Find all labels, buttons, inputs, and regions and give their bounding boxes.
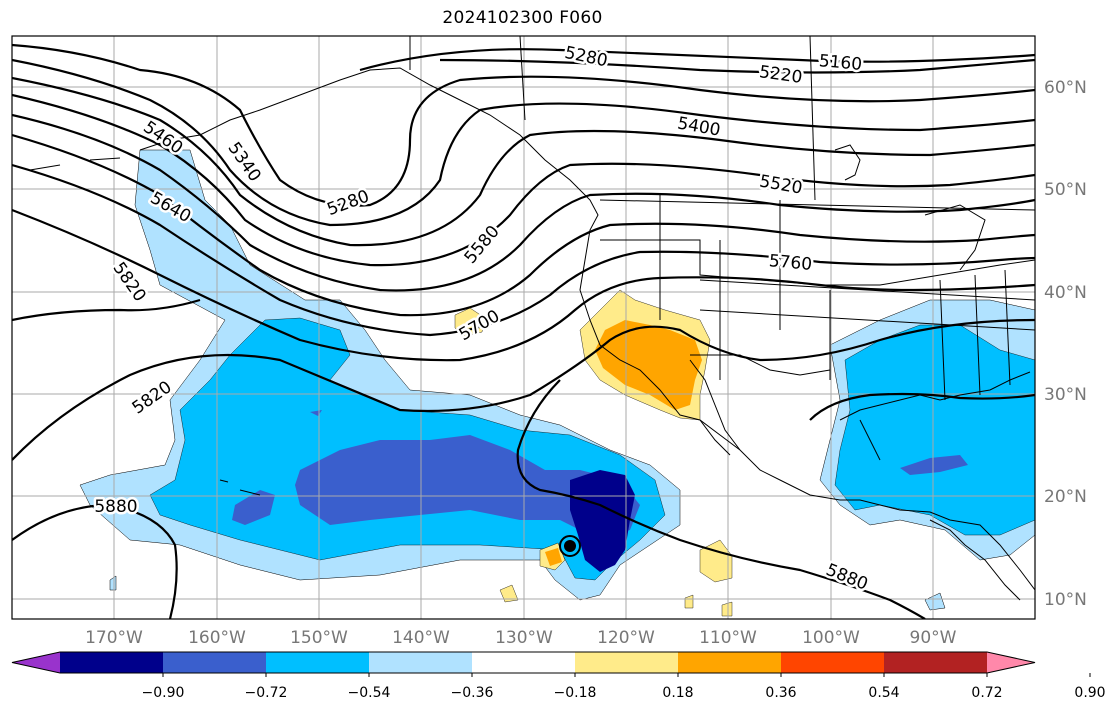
colorbar-tick-label: 0.90	[1074, 685, 1105, 701]
lat-label: 30°N	[1044, 385, 1087, 405]
colorbar-tick-label: 0.54	[868, 685, 899, 701]
colorbar-extend-low	[12, 652, 60, 673]
storm-marker-icon	[559, 535, 581, 557]
lon-label: 160°W	[188, 628, 246, 648]
lon-label: 130°W	[495, 628, 553, 648]
colorbar-swatch	[678, 652, 782, 673]
colorbar-tick-label: −0.36	[451, 685, 494, 701]
height-contours	[12, 43, 1035, 619]
shading-orange	[545, 320, 702, 566]
colorbar-tick-label: 0.72	[971, 685, 1002, 701]
colorbar-extend-high	[987, 652, 1035, 673]
map-frame	[11, 35, 1036, 620]
colorbar-swatch	[60, 652, 164, 673]
colorbar-tick-label: −0.54	[348, 685, 391, 701]
colorbar-tick-label: 0.18	[662, 685, 693, 701]
colorbar-swatch	[781, 652, 885, 673]
lon-label: 90°W	[910, 628, 957, 648]
colorbar-tick-label: −0.18	[554, 685, 597, 701]
colorbar-swatch	[369, 652, 473, 673]
lat-label: 50°N	[1044, 180, 1087, 200]
lon-label: 170°W	[85, 628, 143, 648]
colorbar-swatch	[472, 652, 576, 673]
lat-label: 60°N	[1044, 78, 1087, 98]
lon-label: 120°W	[597, 628, 655, 648]
colorbar-swatch	[884, 652, 988, 673]
lon-label: 150°W	[290, 628, 348, 648]
colorbar-swatch	[163, 652, 267, 673]
lat-label: 10°N	[1044, 590, 1087, 610]
colorbar-tick-label: −0.90	[142, 685, 185, 701]
longitude-labels: 170°W 160°W 150°W 140°W 130°W 120°W 110°…	[85, 628, 957, 648]
colorbar-swatch	[266, 652, 370, 673]
lat-label: 40°N	[1044, 283, 1087, 303]
lon-label: 140°W	[392, 628, 450, 648]
colorbar-tick-label: 0.36	[765, 685, 796, 701]
graticule	[12, 36, 1035, 619]
latitude-labels: 60°N 50°N 40°N 30°N 20°N 10°N	[1044, 78, 1087, 610]
lon-label: 110°W	[699, 628, 757, 648]
colorbar-swatch	[575, 652, 679, 673]
shading-royal-blue	[232, 410, 968, 540]
contour-label: 5160	[818, 51, 863, 75]
lon-label: 100°W	[802, 628, 860, 648]
colorbar: −0.90 −0.72 −0.54 −0.36 −0.18 0.18 0.36 0.54 0.7…	[11, 651, 1105, 701]
colorbar-tick-label: −0.72	[245, 685, 288, 701]
lat-label: 20°N	[1044, 487, 1087, 507]
contour-label: 5760	[768, 251, 813, 275]
contour-label: 5880	[94, 497, 137, 517]
map-title: 2024102300 F060	[442, 8, 603, 28]
colorbar-outline	[11, 651, 1036, 674]
